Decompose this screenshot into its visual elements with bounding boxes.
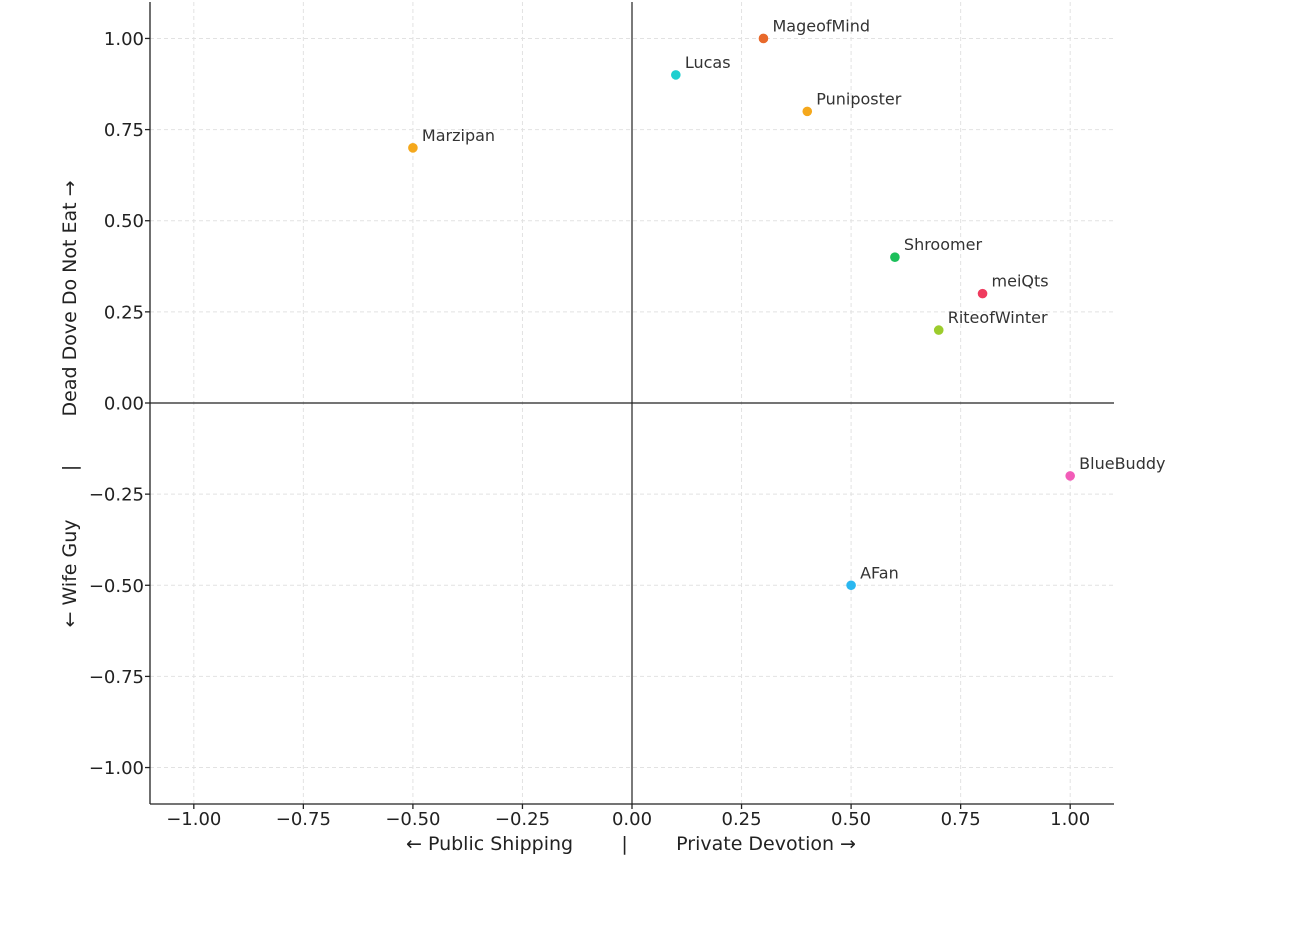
data-point-label: RiteofWinter <box>948 308 1048 327</box>
data-point <box>846 580 856 591</box>
data-point-label: MageofMind <box>772 16 870 35</box>
data-point-label: Shroomer <box>904 235 983 254</box>
data-point <box>977 288 988 299</box>
y-tick-label: −0.25 <box>89 485 144 506</box>
y-tick-label: −1.00 <box>89 758 144 779</box>
data-point-label: Lucas <box>685 53 731 72</box>
x-tick-label: 0.75 <box>941 809 981 830</box>
y-tick-label: −0.50 <box>89 576 144 597</box>
data-point <box>1065 471 1075 481</box>
data-point-label: BlueBuddy <box>1079 454 1165 473</box>
y-tick-label: 0.00 <box>104 394 144 415</box>
data-point <box>408 143 418 153</box>
data-points: MageofMind Lucas Puniposter Marzipan Shroome… <box>408 16 1165 591</box>
data-point-label: AFan <box>860 563 899 582</box>
x-tick-label: 1.00 <box>1050 809 1090 830</box>
data-point <box>802 106 813 117</box>
x-axis-ticks: −1.00 −0.75 −0.50 −0.25 0.00 0.25 0.50 0.75 1.00 <box>166 804 1090 830</box>
y-tick-label: 0.75 <box>104 120 144 141</box>
x-tick-label: 0.00 <box>612 809 652 830</box>
y-tick-label: 0.50 <box>104 211 144 232</box>
y-tick-label: −0.75 <box>89 667 144 688</box>
x-tick-label: 0.50 <box>831 809 871 830</box>
x-axis-label: ← Public Shipping | Private Devotion → <box>406 833 856 855</box>
x-tick-label: −0.50 <box>385 809 440 830</box>
data-point <box>758 33 769 44</box>
data-point <box>890 252 900 262</box>
data-point <box>933 325 944 335</box>
x-tick-label: −1.00 <box>166 809 221 830</box>
y-tick-label: 0.25 <box>104 302 144 323</box>
y-axis-ticks: −1.00 −0.75 −0.50 −0.25 0.00 0.25 0.50 0.75 1.00 <box>89 29 150 779</box>
x-tick-label: −0.75 <box>276 809 331 830</box>
data-point-label: Puniposter <box>816 89 901 108</box>
x-tick-label: 0.25 <box>722 809 762 830</box>
data-point-label: meiQts <box>992 272 1049 291</box>
data-point-label: Marzipan <box>422 126 495 145</box>
data-point <box>671 70 681 80</box>
zero-lines <box>150 2 1114 804</box>
y-axis-label: ← Wife Guy | Dead Dove Do Not Eat → <box>59 180 81 627</box>
y-tick-label: 1.00 <box>104 29 144 50</box>
x-tick-label: −0.25 <box>495 809 550 830</box>
